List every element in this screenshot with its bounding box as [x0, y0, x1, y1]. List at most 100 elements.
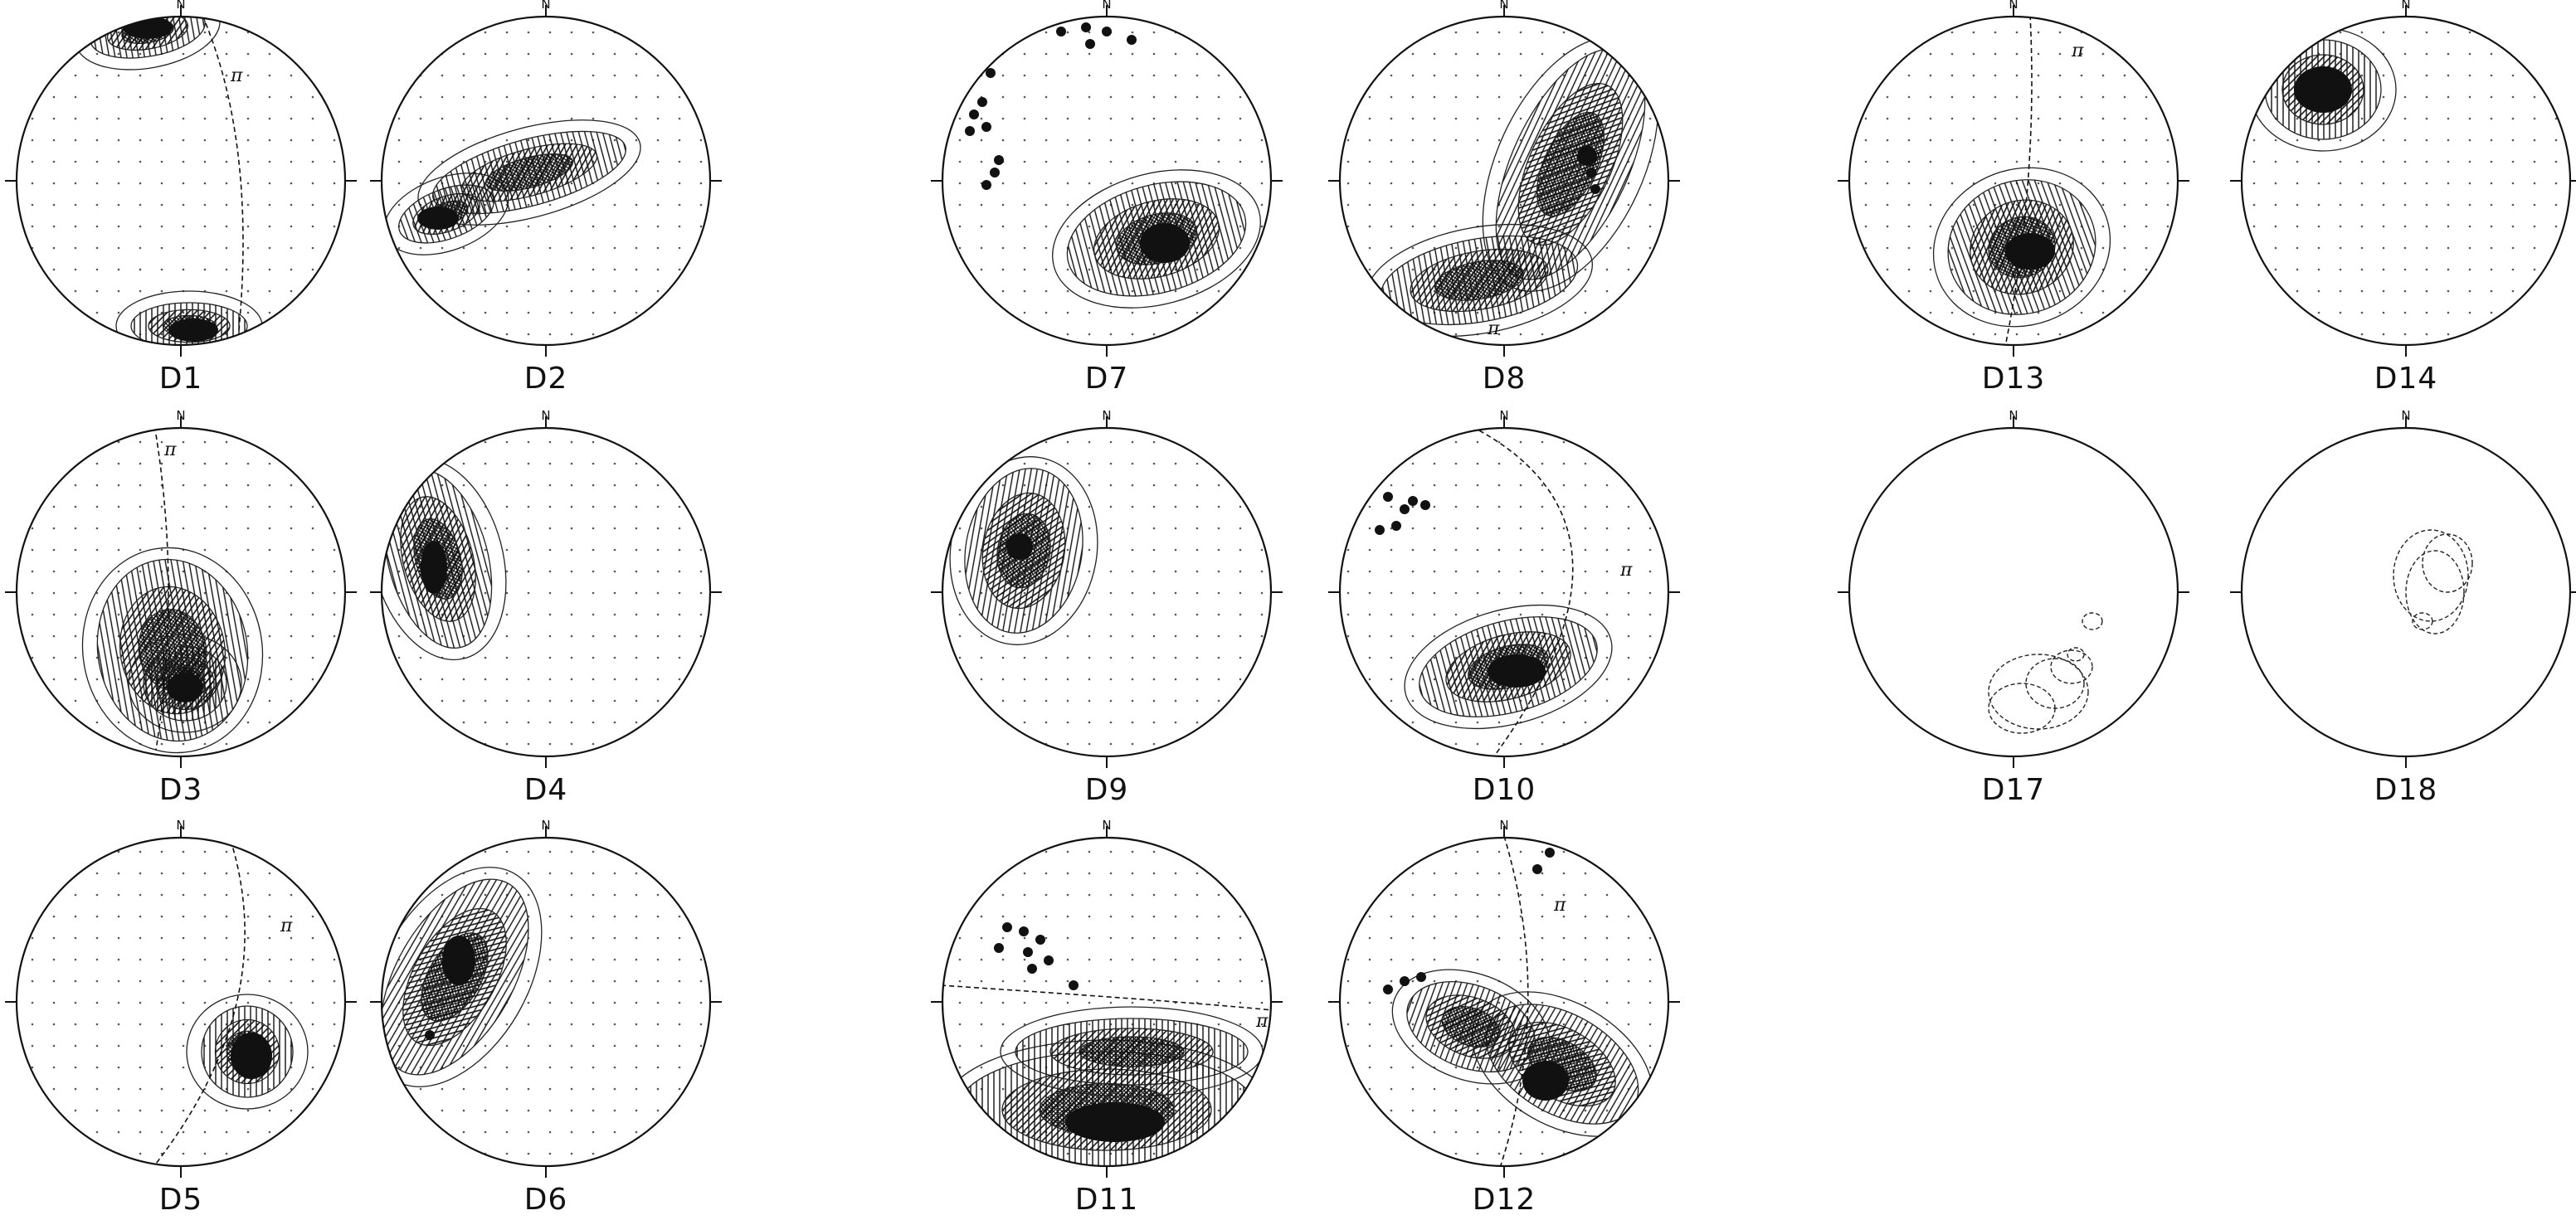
contour-field: [942, 838, 1271, 1166]
density-maximum: [1140, 223, 1190, 263]
stereonet-d9: N D9: [931, 408, 1283, 807]
pi-label: π: [1553, 895, 1566, 916]
stereonet-d13: Nπ D13: [1838, 0, 2189, 396]
contour-field: [1340, 17, 1668, 345]
great-circle: [155, 434, 169, 751]
contour-field: [382, 17, 710, 345]
north-label: N: [541, 0, 550, 12]
pole-point: [981, 122, 991, 132]
pole-point: [1056, 27, 1066, 36]
contour-field: [17, 17, 345, 345]
density-maximum: [168, 318, 218, 342]
north-label: N: [1102, 818, 1111, 833]
diagram-label: D3: [159, 773, 203, 807]
pole-point: [1023, 947, 1033, 957]
density-maximum: [231, 1033, 272, 1079]
contour-field: [2242, 17, 2570, 345]
density-contour: [1052, 169, 1261, 309]
pole-point: [1069, 980, 1079, 990]
diagram-label: D14: [2374, 362, 2438, 396]
contour-field: [2393, 529, 2473, 634]
contour-field: [1849, 17, 2178, 345]
diagram-label: D12: [1473, 1183, 1536, 1217]
north-label: N: [2401, 408, 2410, 423]
stereonet-d7: N D7: [931, 0, 1283, 396]
density-contour: [1434, 260, 1524, 301]
diagram-label: D13: [1982, 362, 2046, 396]
pole-point: [1416, 972, 1426, 982]
stereonet-d8: Nπ D8: [1328, 0, 1680, 396]
pole-point: [1400, 976, 1410, 986]
north-label: N: [1499, 818, 1508, 833]
density-contour: [1932, 167, 2111, 328]
pole-point: [986, 68, 996, 78]
great-circle: [1499, 838, 1529, 1166]
pi-label: π: [163, 440, 177, 460]
contour-loop: [2412, 612, 2433, 630]
stereonet-d6: N D6: [370, 818, 722, 1217]
pole-point: [1081, 22, 1091, 32]
density-contour: [417, 119, 641, 226]
pi-label: π: [2071, 41, 2084, 61]
stereonet-d11: Nπ D11: [931, 818, 1283, 1217]
density-contour: [1391, 969, 1551, 1085]
density-contour: [1079, 1036, 1185, 1067]
pi-label: π: [1255, 1011, 1269, 1032]
diagram-label: D11: [1075, 1183, 1139, 1217]
pole-point: [990, 168, 1000, 177]
diagram-label: D6: [524, 1183, 568, 1217]
primitive-circle: [1848, 426, 2179, 758]
contour-field: [1340, 428, 1668, 756]
density-maximum: [1577, 146, 1597, 166]
density-contour: [186, 994, 309, 1110]
pole-point: [1391, 521, 1401, 531]
stereonet-d3: Nπ D3: [5, 408, 357, 807]
projection-grid: [17, 17, 345, 345]
pole-point: [1383, 984, 1393, 994]
pole-point: [1085, 39, 1095, 49]
pole-point: [1383, 492, 1393, 502]
density-contour: [1441, 1005, 1501, 1048]
north-label: N: [1499, 0, 1508, 12]
pole-point: [1590, 184, 1600, 194]
pole-point: [1019, 926, 1029, 936]
pole-point: [1002, 922, 1012, 932]
contour-field: [382, 428, 710, 756]
pi-label: π: [280, 916, 293, 936]
pole-point: [969, 109, 979, 119]
north-label: N: [176, 0, 185, 12]
north-label: N: [1102, 408, 1111, 423]
pole-point: [1035, 935, 1045, 945]
pole-point: [425, 1030, 435, 1040]
density-maximum: [442, 936, 475, 985]
contour-field: [17, 838, 345, 1166]
diagram-label: D2: [524, 362, 568, 396]
density-maximum: [421, 541, 447, 594]
north-label: N: [2009, 408, 2018, 423]
pole-point: [1400, 504, 1410, 514]
stereonet-d2: N D2: [370, 0, 722, 396]
contour-loop: [2050, 649, 2093, 684]
contour-field: [942, 428, 1271, 756]
density-contour: [1404, 604, 1613, 730]
pole-point: [1532, 864, 1542, 874]
primitive-circle: [2240, 426, 2572, 758]
north-label: N: [176, 818, 185, 833]
contour-field: [942, 17, 1271, 345]
diagram-label: D5: [159, 1183, 203, 1217]
stereonet-d10: Nπ D10: [1328, 408, 1680, 807]
pole-point: [981, 180, 991, 190]
pole-point: [1044, 955, 1054, 965]
pole-point: [1586, 168, 1596, 177]
pi-label: π: [1487, 318, 1500, 339]
pole-point: [977, 97, 987, 107]
density-maximum: [1488, 654, 1546, 688]
density-maximum: [1065, 1102, 1165, 1142]
great-circle: [1478, 430, 1574, 755]
stereonet-d1: Nπ D1: [5, 0, 357, 396]
great-circle: [942, 984, 1271, 1011]
contour-field: [1340, 838, 1668, 1166]
projection-grid: [17, 838, 345, 1166]
diagram-label: D10: [1473, 773, 1536, 807]
diagram-label: D4: [524, 773, 568, 807]
